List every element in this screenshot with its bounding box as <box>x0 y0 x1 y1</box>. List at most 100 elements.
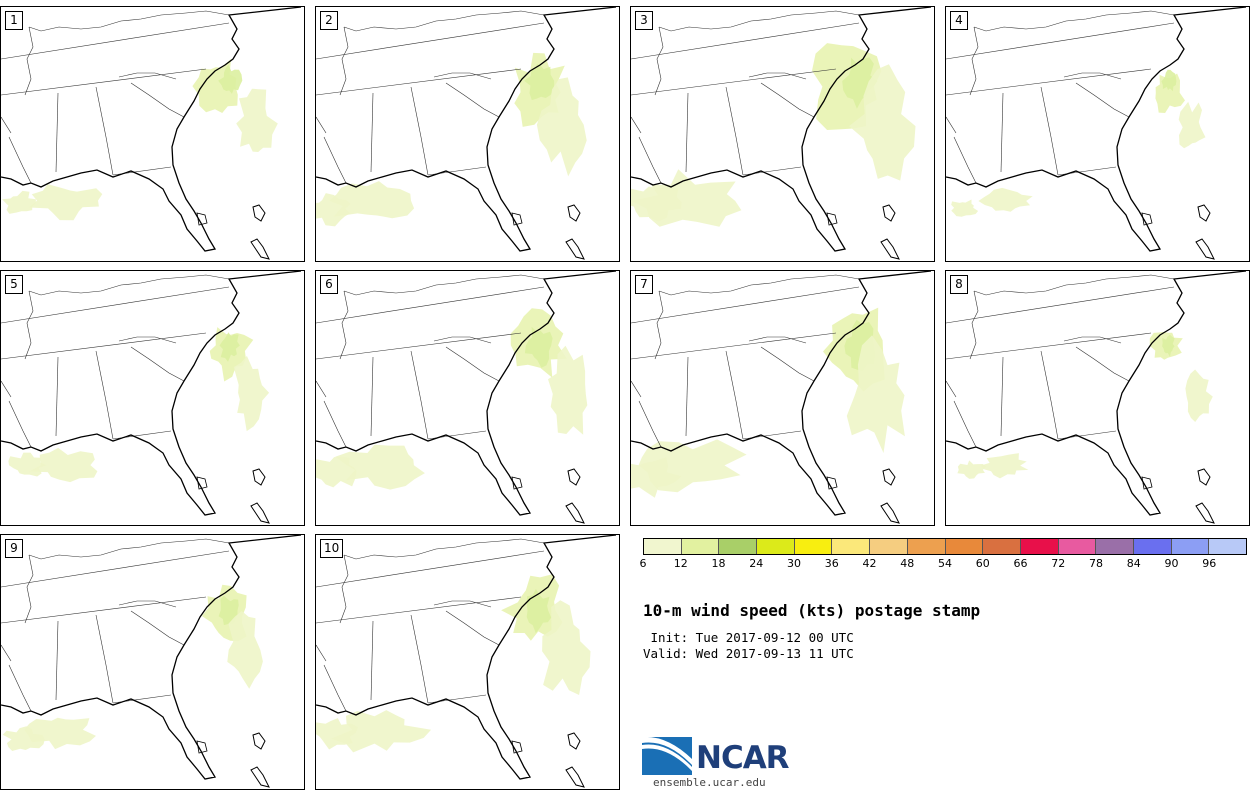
wind-field-region <box>28 184 103 221</box>
wind-field-region <box>233 355 270 432</box>
coastline <box>1 535 302 780</box>
member-number: 3 <box>635 11 653 30</box>
state-border <box>55 92 59 173</box>
state-border <box>316 596 522 624</box>
lake-okeechobee <box>826 212 838 226</box>
state-border <box>55 356 59 437</box>
state-border <box>946 116 957 134</box>
state-border <box>24 290 34 360</box>
state-border <box>1 550 230 588</box>
lake-okeechobee <box>196 740 208 754</box>
postage-stamp-panel: 3 <box>630 6 935 262</box>
postage-stamp-panel: 9 <box>0 534 305 790</box>
state-border <box>339 290 349 360</box>
state-border <box>370 356 374 437</box>
bahamas-island <box>1195 238 1215 260</box>
colorbar-tick-label: 78 <box>1089 557 1103 570</box>
colorbar <box>643 538 1247 555</box>
state-border <box>316 68 522 96</box>
member-number: 9 <box>5 539 23 558</box>
state-border <box>8 136 32 184</box>
logo-url: ensemble.ucar.edu <box>653 776 766 789</box>
state-border <box>658 10 860 32</box>
colorbar-tick-label: 48 <box>900 557 915 570</box>
state-border <box>1075 82 1130 118</box>
colorbar-swatch <box>794 539 833 554</box>
state-border <box>323 664 347 712</box>
wind-field-region <box>329 181 415 219</box>
state-border <box>969 26 979 96</box>
member-number: 1 <box>5 11 23 30</box>
state-border <box>1063 72 1122 80</box>
colorbar-tick-label: 72 <box>1051 557 1066 570</box>
state-border <box>760 82 815 118</box>
state-border <box>28 274 230 296</box>
wind-field-region <box>980 453 1029 479</box>
wind-field-region <box>1161 69 1177 92</box>
wind-field-region <box>846 335 905 453</box>
state-border <box>946 332 1152 360</box>
state-border <box>95 350 114 440</box>
bahamas-island <box>250 238 270 260</box>
init-time: Init: Tue 2017-09-12 00 UTC <box>643 630 854 645</box>
wind-field-region <box>1162 334 1175 357</box>
member-number: 7 <box>635 275 653 294</box>
state-border <box>316 286 545 324</box>
state-border <box>1 332 207 360</box>
wind-speed-map <box>1 535 302 788</box>
bahamas-island <box>252 468 266 486</box>
wind-field-region <box>978 187 1033 212</box>
state-border <box>28 10 230 32</box>
state-border <box>631 286 860 324</box>
member-number: 8 <box>950 275 968 294</box>
colorbar-swatch <box>1133 539 1172 554</box>
wind-field-region <box>524 326 553 368</box>
wind-field-region <box>524 64 555 101</box>
wind-field-region <box>1178 101 1206 149</box>
coastline <box>316 7 617 252</box>
colorbar-tick-label: 12 <box>673 557 688 570</box>
state-border <box>370 92 374 173</box>
state-border <box>1000 92 1004 173</box>
state-border <box>28 538 230 560</box>
wind-field-region <box>218 64 243 94</box>
bahamas-island <box>1197 468 1211 486</box>
member-number: 10 <box>320 539 344 558</box>
wind-field-region <box>2 190 36 214</box>
lake-okeechobee <box>196 212 208 226</box>
state-border <box>343 538 545 560</box>
state-border <box>130 610 185 646</box>
postage-stamp-panel: 7 <box>630 270 935 526</box>
state-border <box>946 286 1175 324</box>
state-border <box>24 554 34 624</box>
state-border <box>1 116 12 134</box>
wind-speed-map <box>1 7 302 260</box>
state-border <box>685 356 689 437</box>
state-border <box>1 644 12 662</box>
colorbar-swatch <box>832 539 871 554</box>
wind-field-region <box>951 199 979 217</box>
bahamas-island <box>882 468 896 486</box>
state-border <box>725 86 744 176</box>
state-border <box>1040 86 1059 176</box>
bahamas-island <box>880 238 900 260</box>
state-border <box>638 400 662 448</box>
bahamas-island <box>250 766 270 788</box>
state-border <box>410 86 429 176</box>
ncar-logo-icon <box>642 736 692 775</box>
state-border <box>445 82 500 118</box>
colorbar-tick-label: 42 <box>862 557 877 570</box>
state-border <box>973 10 1175 32</box>
wind-field-region <box>335 444 425 490</box>
wind-field-region <box>219 332 240 362</box>
colorbar-tick-label: 6 <box>639 557 647 570</box>
bahamas-island <box>880 502 900 524</box>
lake-okeechobee <box>196 476 208 490</box>
state-border <box>631 68 837 96</box>
postage-stamp-panel: 10 <box>315 534 620 790</box>
coastline <box>1 7 302 252</box>
colorbar-swatch <box>945 539 984 554</box>
bahamas-island <box>252 204 266 222</box>
state-border <box>1 286 230 324</box>
lake-okeechobee <box>1141 212 1153 226</box>
